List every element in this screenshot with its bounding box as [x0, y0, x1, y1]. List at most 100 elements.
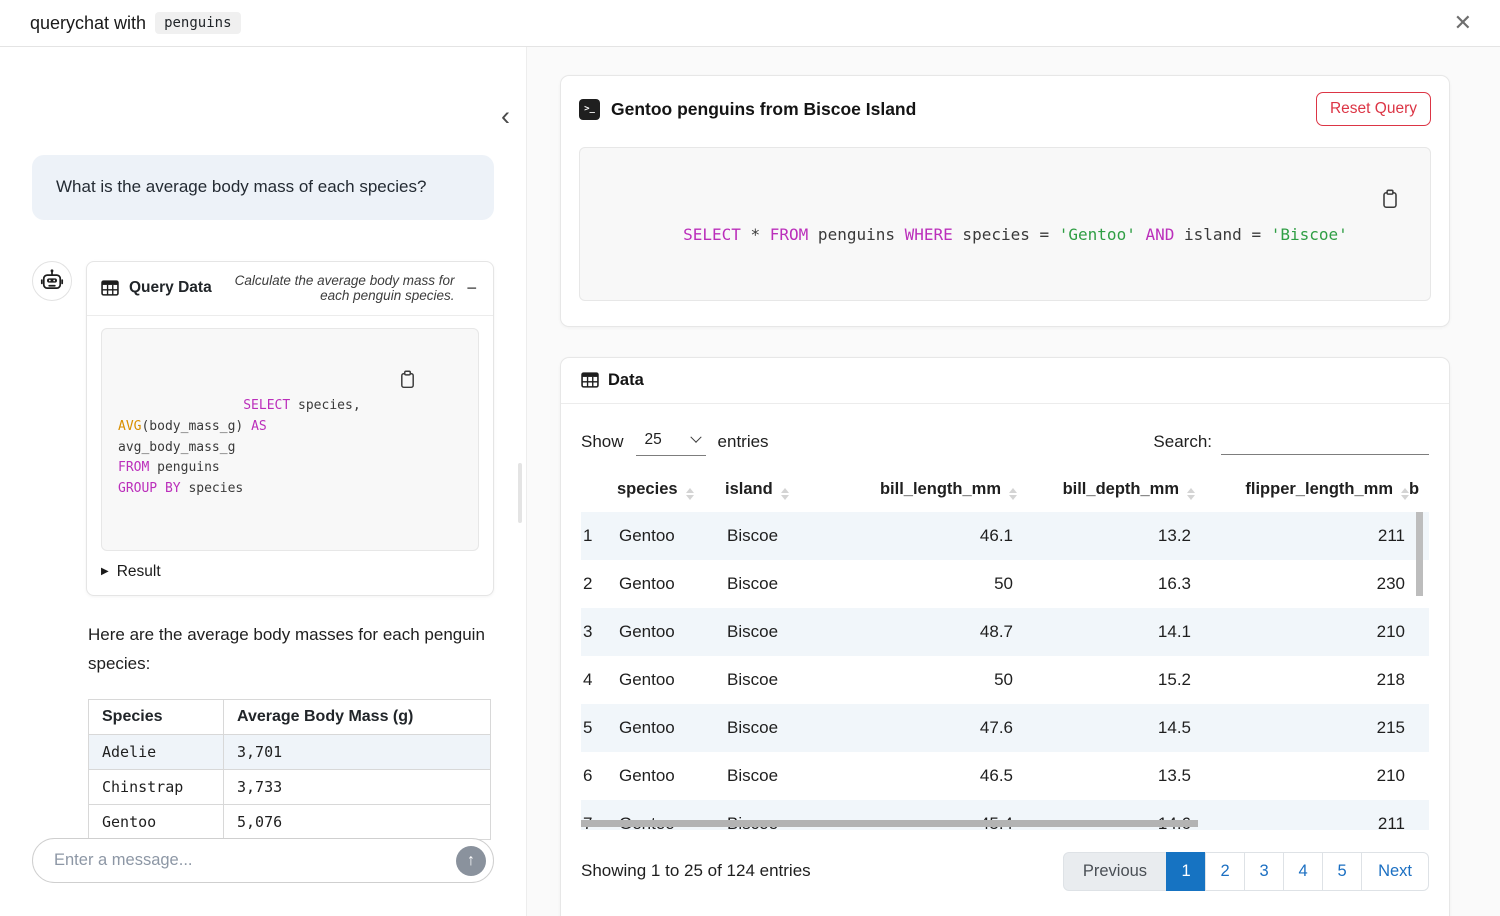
- species-cell: Chinstrap: [88, 769, 224, 806]
- bill-length-cell: 46.1: [979, 525, 1013, 545]
- chat-sidebar: ‹ What is the average body mass of each …: [0, 47, 527, 916]
- flipper-length-cell: 230: [1376, 573, 1405, 593]
- column-header[interactable]: [581, 472, 617, 512]
- island-cell: Biscoe: [727, 765, 779, 785]
- island-cell: Biscoe: [727, 525, 779, 545]
- species-cell: Gentoo: [619, 573, 675, 593]
- sort-icon: [780, 487, 789, 500]
- search-input[interactable]: [1221, 428, 1429, 455]
- species-cell: Gentoo: [619, 717, 675, 737]
- pagination: Previous 1 2 3 4 5 Next: [1062, 851, 1429, 891]
- flipper-length-cell: 210: [1376, 765, 1405, 785]
- vertical-scrollbar[interactable]: [1416, 511, 1423, 596]
- send-icon[interactable]: ↑: [456, 846, 486, 876]
- page-size-select[interactable]: 25: [635, 429, 706, 456]
- table-row: 1 Gentoo Biscoe 46.1 13.2 211: [581, 511, 1429, 560]
- column-header[interactable]: bill_depth_mm: [1017, 472, 1195, 512]
- data-table: species island bill_length_mm bill_depth…: [581, 472, 1429, 830]
- chat-history: What is the average body mass of each sp…: [0, 47, 526, 841]
- data-table-container: species island bill_length_mm bill_depth…: [581, 472, 1429, 830]
- copy-icon[interactable]: [397, 338, 468, 421]
- current-query-card: >_ Gentoo penguins from Biscoe Island Re…: [560, 75, 1450, 327]
- table-row: 6 Gentoo Biscoe 46.5 13.5 210: [581, 752, 1429, 800]
- sidebar-collapse-icon[interactable]: ‹: [501, 101, 510, 131]
- assistant-avatar: [32, 260, 72, 301]
- page-button[interactable]: 4: [1283, 851, 1324, 891]
- bill-depth-cell: 16.3: [1157, 573, 1191, 593]
- table-row: 5 Gentoo Biscoe 47.6 14.5 215: [581, 703, 1429, 752]
- sort-icon: [685, 487, 694, 500]
- clipped-cell: [1409, 800, 1429, 830]
- app-title: querychat with: [30, 12, 147, 33]
- row-index-cell: 4: [583, 669, 593, 689]
- clipped-cell: [1409, 704, 1429, 752]
- page-button[interactable]: 5: [1322, 851, 1363, 891]
- tool-title: Query Data: [129, 279, 212, 297]
- table-icon: [581, 371, 599, 389]
- reset-query-button[interactable]: Reset Query: [1315, 92, 1431, 126]
- flipper-length-cell: 211: [1377, 813, 1405, 830]
- search-label: Search:: [1153, 431, 1212, 451]
- page-button[interactable]: 2: [1205, 851, 1246, 891]
- species-cell: Gentoo: [619, 765, 675, 785]
- column-header[interactable]: flipper_length_mm: [1195, 472, 1409, 512]
- page-button[interactable]: Previous: [1062, 851, 1168, 891]
- answer-table: Species Average Body Mass (g) Adelie 3,70…: [88, 699, 491, 841]
- row-index-cell: 2: [583, 573, 593, 593]
- bill-depth-cell: 14.1: [1157, 621, 1191, 641]
- answer-table-header-cell: Species: [88, 699, 224, 736]
- sort-icon: [1401, 487, 1409, 500]
- island-cell: Biscoe: [727, 717, 779, 737]
- panel-resize-handle[interactable]: [518, 463, 522, 523]
- horizontal-scrollbar[interactable]: [581, 819, 1198, 827]
- species-cell: Gentoo: [88, 804, 224, 841]
- user-message: What is the average body mass of each sp…: [32, 155, 494, 220]
- bill-length-cell: 50: [994, 669, 1013, 689]
- copy-icon[interactable]: [1379, 157, 1420, 241]
- sql-code-text: SELECT species, AVG(body_mass_g) AS avg_…: [118, 398, 369, 496]
- answer-table-header-cell: Average Body Mass (g): [223, 699, 491, 736]
- species-cell: Gentoo: [619, 621, 675, 641]
- entries-label: entries: [717, 432, 769, 452]
- data-table-header-row: species island bill_length_mm bill_depth…: [581, 472, 1429, 512]
- entries-info: Showing 1 to 25 of 124 entries: [581, 861, 811, 881]
- data-card: Data Show 25 entries Search:: [560, 356, 1450, 916]
- column-header[interactable]: b: [1409, 480, 1420, 499]
- close-icon[interactable]: ✕: [1450, 8, 1476, 38]
- column-header[interactable]: species: [617, 472, 725, 512]
- answer-table-header-row: Species Average Body Mass (g): [88, 699, 491, 736]
- column-header[interactable]: bill_length_mm: [831, 472, 1017, 512]
- sort-icon: [1009, 487, 1017, 500]
- expander-arrow-icon: ▶: [101, 566, 109, 578]
- bill-length-cell: 50: [994, 573, 1013, 593]
- column-header[interactable]: island: [725, 472, 831, 512]
- table-icon: [101, 279, 119, 297]
- chevron-down-icon: [689, 431, 702, 443]
- sort-icon: [1187, 487, 1195, 500]
- page-button[interactable]: Next: [1361, 851, 1429, 891]
- flipper-length-cell: 210: [1376, 621, 1405, 641]
- result-expander[interactable]: ▶ Result: [101, 563, 479, 581]
- page-button[interactable]: 1: [1166, 851, 1207, 891]
- clipped-cell: [1409, 752, 1429, 800]
- island-cell: Biscoe: [727, 669, 779, 689]
- assistant-answer-text: Here are the average body masses for eac…: [88, 624, 485, 673]
- bill-depth-cell: 15.2: [1157, 669, 1191, 689]
- species-cell: Adelie: [88, 734, 224, 771]
- clipped-cell: [1409, 656, 1429, 704]
- row-index-cell: 5: [583, 717, 593, 737]
- chat-message-input[interactable]: [32, 838, 494, 883]
- table-row: 2 Gentoo Biscoe 50 16.3 230: [581, 560, 1429, 608]
- sql-code-text: SELECT * FROM penguins WHERE species = '…: [683, 224, 1348, 244]
- flipper-length-cell: 211: [1377, 525, 1405, 545]
- bill-depth-cell: 13.2: [1157, 525, 1191, 545]
- app-title-bar: querychat with penguins ✕: [0, 0, 1500, 47]
- tool-collapse-icon[interactable]: −: [466, 277, 477, 298]
- data-card-title: Data: [608, 370, 644, 389]
- tool-description: Calculate the average body mass for each…: [234, 272, 455, 304]
- tool-call-card: Query Data Calculate the average body ma…: [86, 260, 494, 596]
- row-index-cell: 3: [583, 621, 593, 641]
- robot-icon: [39, 268, 65, 294]
- page-button[interactable]: 3: [1244, 851, 1285, 891]
- current-sql-code: SELECT * FROM penguins WHERE species = '…: [579, 147, 1431, 301]
